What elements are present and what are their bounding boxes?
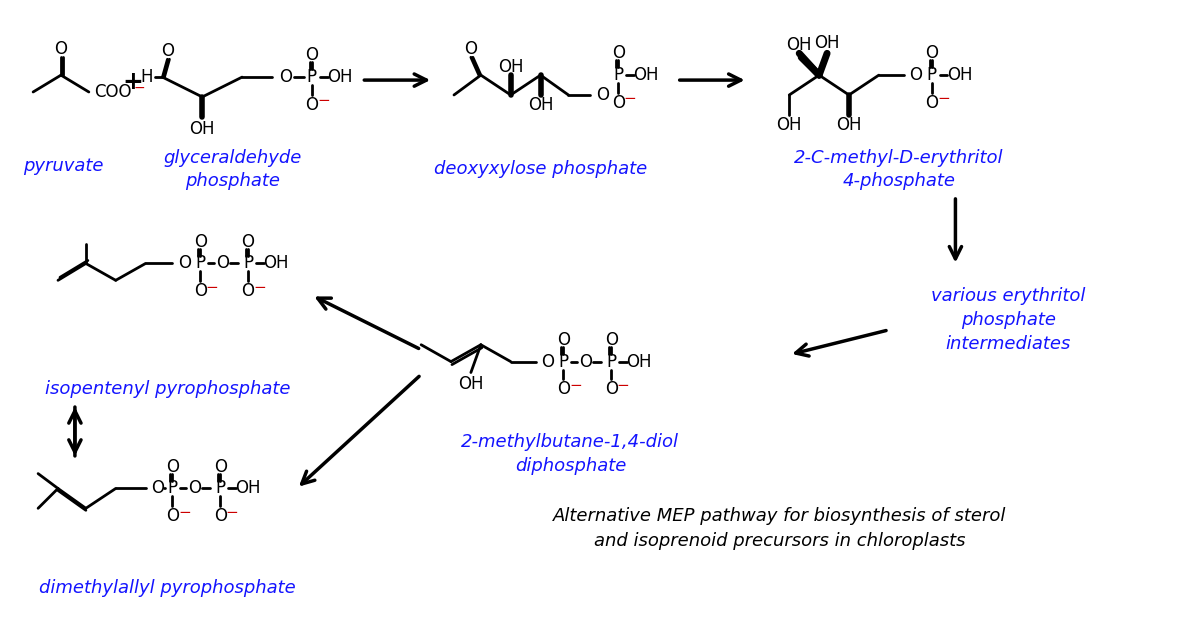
Text: O: O — [161, 42, 173, 60]
Text: −: − — [178, 505, 190, 520]
Text: O: O — [166, 458, 179, 475]
Text: O: O — [557, 380, 570, 398]
Text: −: − — [938, 91, 950, 106]
Text: 2-methylbutane-1,4-diol
diphosphate: 2-methylbutane-1,4-diol diphosphate — [462, 433, 679, 475]
Text: −: − — [254, 280, 267, 295]
Text: O: O — [596, 86, 609, 104]
Text: O: O — [194, 282, 207, 300]
Text: OH: OH — [527, 96, 554, 114]
Text: O: O — [214, 507, 227, 525]
Text: P: P — [167, 479, 177, 498]
Text: Alternative MEP pathway for biosynthesis of sterol
and isoprenoid precursors in : Alternative MEP pathway for biosynthesis… — [553, 506, 1006, 549]
Text: OH: OH — [189, 120, 215, 137]
Text: O: O — [280, 68, 292, 86]
Text: P: P — [606, 353, 616, 370]
Text: O: O — [166, 507, 179, 525]
Text: H: H — [140, 68, 153, 86]
Text: P: P — [195, 254, 206, 272]
Text: −: − — [317, 94, 330, 108]
Text: OH: OH — [498, 58, 524, 76]
Text: O: O — [242, 282, 255, 300]
Text: O: O — [605, 380, 617, 398]
Text: OH: OH — [633, 66, 659, 84]
Text: O: O — [305, 46, 318, 65]
Text: OH: OH — [787, 37, 812, 54]
Text: −: − — [226, 505, 238, 520]
Text: O: O — [214, 458, 227, 475]
Text: −: − — [623, 91, 636, 106]
Text: OH: OH — [263, 254, 288, 272]
Text: isopentenyl pyrophosphate: isopentenyl pyrophosphate — [44, 380, 291, 398]
Text: OH: OH — [327, 68, 353, 86]
Text: −: − — [569, 378, 581, 393]
Text: O: O — [909, 66, 922, 84]
Text: O: O — [242, 233, 255, 251]
Text: O: O — [464, 41, 477, 58]
Text: O: O — [925, 94, 938, 112]
Text: glyceraldehyde
phosphate: glyceraldehyde phosphate — [163, 149, 301, 190]
Text: P: P — [559, 353, 568, 370]
Text: O: O — [557, 331, 570, 349]
Text: OH: OH — [814, 34, 840, 53]
Text: O: O — [611, 44, 624, 62]
Text: P: P — [306, 68, 317, 86]
Text: +: + — [122, 70, 144, 94]
Text: various erythritol
phosphate
intermediates: various erythritol phosphate intermediat… — [930, 287, 1085, 353]
Text: pyruvate: pyruvate — [23, 158, 103, 175]
Text: P: P — [215, 479, 225, 498]
Text: P: P — [927, 66, 936, 84]
Text: −: − — [617, 378, 629, 393]
Text: O: O — [605, 331, 617, 349]
Text: OH: OH — [776, 116, 803, 134]
Text: COO: COO — [94, 83, 132, 101]
Text: P: P — [614, 66, 623, 84]
Text: OH: OH — [458, 375, 483, 393]
Text: O: O — [611, 94, 624, 112]
Text: OH: OH — [836, 116, 862, 134]
Text: O: O — [925, 44, 938, 62]
Text: O: O — [305, 96, 318, 114]
Text: −: − — [134, 81, 146, 95]
Text: O: O — [579, 353, 592, 370]
Text: deoxyxylose phosphate: deoxyxylose phosphate — [434, 160, 647, 179]
Text: O: O — [215, 254, 228, 272]
Text: 2-C-methyl-D-erythritol
4-phosphate: 2-C-methyl-D-erythritol 4-phosphate — [794, 149, 1003, 190]
Text: P: P — [243, 254, 254, 272]
Text: O: O — [194, 233, 207, 251]
Text: OH: OH — [627, 353, 652, 370]
Text: O: O — [151, 479, 164, 498]
Text: O: O — [178, 254, 191, 272]
Text: OH: OH — [947, 66, 972, 84]
Text: O: O — [55, 41, 67, 58]
Text: −: − — [206, 280, 219, 295]
Text: OH: OH — [236, 479, 261, 498]
Text: O: O — [541, 353, 554, 370]
Text: O: O — [188, 479, 201, 498]
Text: dimethylallyl pyrophosphate: dimethylallyl pyrophosphate — [39, 579, 295, 596]
